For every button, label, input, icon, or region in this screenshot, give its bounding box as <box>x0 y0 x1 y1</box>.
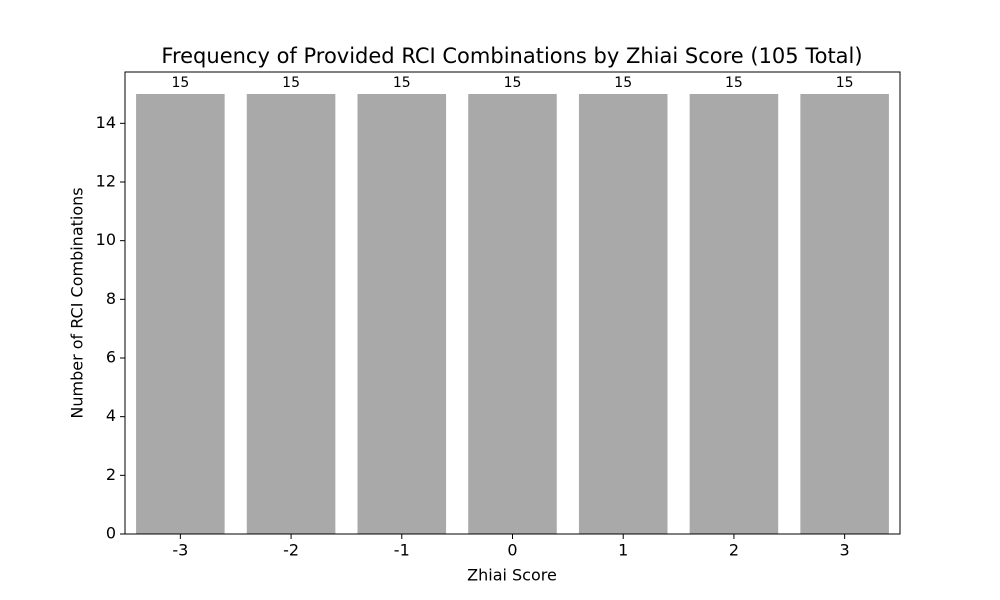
x-axis-label: Zhiai Score <box>467 566 557 585</box>
x-tick-label: 3 <box>840 541 850 560</box>
bar <box>468 94 557 534</box>
bar <box>357 94 447 534</box>
value-label: 15 <box>282 75 300 91</box>
y-axis-label: Number of RCI Combinations <box>68 187 87 418</box>
value-label: 15 <box>171 75 189 91</box>
value-label: 15 <box>836 75 854 91</box>
x-tick-label: -2 <box>283 541 299 560</box>
bar <box>136 94 225 534</box>
y-tick-label: 8 <box>106 289 116 308</box>
y-tick-label: 0 <box>106 524 116 543</box>
y-tick-label: 14 <box>96 113 116 132</box>
x-tick-label: 2 <box>729 541 739 560</box>
value-label: 15 <box>725 75 743 91</box>
x-tick-label: -3 <box>172 541 188 560</box>
y-tick-label: 2 <box>106 465 116 484</box>
y-tick-label: 6 <box>106 348 116 367</box>
value-label: 15 <box>614 75 632 91</box>
bar <box>246 94 336 534</box>
value-label: 15 <box>504 75 522 91</box>
bar <box>578 94 668 534</box>
y-tick-label: 12 <box>96 172 116 191</box>
x-tick-label: 0 <box>507 541 517 560</box>
axes-frame <box>124 71 901 535</box>
x-tick-label: -1 <box>394 541 410 560</box>
y-tick-label: 4 <box>106 406 116 425</box>
bar <box>800 94 889 534</box>
y-tick-label: 10 <box>96 230 116 249</box>
value-label: 15 <box>393 75 411 91</box>
chart-title: Frequency of Provided RCI Combinations b… <box>161 44 862 68</box>
bar <box>689 94 779 534</box>
x-tick-label: 1 <box>618 541 628 560</box>
